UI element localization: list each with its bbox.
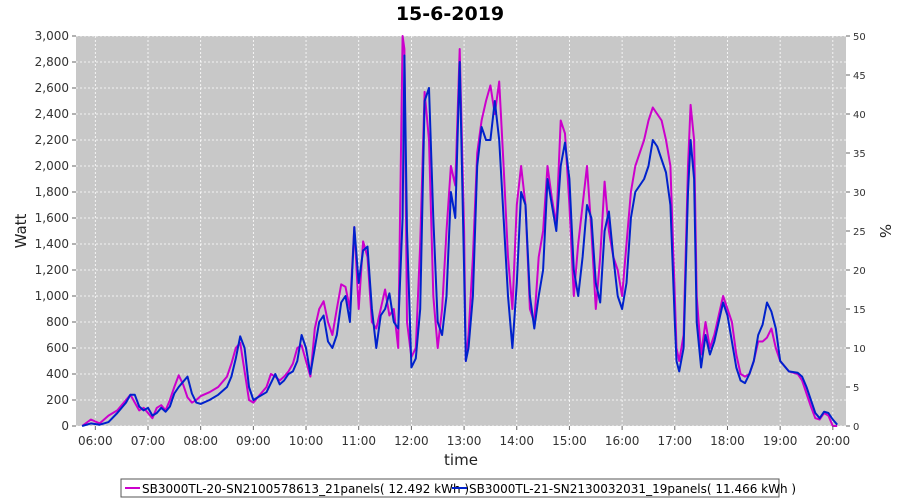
legend-label-2: SB3000TL-21-SN2130032031_19panels( 11.46… (469, 482, 796, 496)
y2-axis-label: % (876, 224, 894, 238)
y-tick-label: 200 (46, 393, 69, 407)
y-tick-label: 2,800 (35, 55, 69, 69)
y2-tick-label: 0 (853, 422, 859, 433)
y-tick-label: 2,600 (35, 81, 69, 95)
x-tick-label: 06:00 (78, 434, 113, 448)
y2-tick-label: 35 (853, 149, 866, 160)
x-axis-ticks: 06:00 07:00 08:00 09:00 10:00 11:00 12:00 13:00… (78, 426, 850, 448)
y2-axis-ticks: 0 5 10 15 20 25 30 35 40 45 50 (846, 32, 866, 433)
y-tick-label: 2,000 (35, 159, 69, 173)
y-tick-label: 2,400 (35, 107, 69, 121)
y-tick-label: 0 (61, 419, 69, 433)
x-tick-label: 13:00 (447, 434, 482, 448)
y2-tick-label: 15 (853, 305, 866, 316)
x-tick-label: 14:00 (499, 434, 534, 448)
y-tick-label: 600 (46, 341, 69, 355)
y-tick-label: 2,200 (35, 133, 69, 147)
x-tick-label: 12:00 (394, 434, 429, 448)
legend-label-1: SB3000TL-20-SN2100578613_21panels( 12.49… (142, 482, 469, 496)
y2-tick-label: 40 (853, 110, 866, 121)
chart-title: 15-6-2019 (395, 3, 505, 25)
x-tick-label: 10:00 (289, 434, 324, 448)
y2-tick-label: 5 (853, 383, 859, 394)
x-tick-label: 09:00 (236, 434, 271, 448)
x-tick-label: 16:00 (605, 434, 640, 448)
y-tick-label: 800 (46, 315, 69, 329)
y2-tick-label: 25 (853, 227, 866, 238)
y2-tick-label: 50 (853, 32, 866, 43)
legend: SB3000TL-20-SN2100578613_21panels( 12.49… (120, 478, 796, 498)
grid-lines (76, 35, 846, 427)
x-tick-label: 17:00 (657, 434, 692, 448)
y-tick-label: 1,000 (35, 289, 69, 303)
y2-tick-label: 30 (853, 188, 866, 199)
series-lines (81, 35, 838, 427)
x-tick-label: 08:00 (183, 434, 218, 448)
y2-tick-label: 45 (853, 71, 866, 82)
y-tick-label: 1,800 (35, 185, 69, 199)
y-tick-label: 1,400 (35, 237, 69, 251)
y-tick-label: 1,200 (35, 263, 69, 277)
y-tick-label: 1,600 (35, 211, 69, 225)
y-tick-label: 400 (46, 367, 69, 381)
x-tick-label: 15:00 (552, 434, 587, 448)
y2-tick-label: 20 (853, 266, 866, 277)
x-tick-label: 11:00 (341, 434, 376, 448)
x-axis-label: time (444, 451, 478, 469)
y2-tick-label: 10 (853, 344, 866, 355)
x-tick-label: 20:00 (816, 434, 851, 448)
legend-box (120, 478, 780, 498)
x-tick-label: 18:00 (710, 434, 745, 448)
x-tick-label: 07:00 (131, 434, 166, 448)
y-tick-label: 3,000 (35, 29, 69, 43)
series-line-2 (81, 54, 838, 427)
y-axis-ticks: 0 200 400 600 800 1,000 1,200 1,400 1,600 1,800 2,… (35, 29, 76, 433)
x-tick-label: 19:00 (763, 434, 798, 448)
y-axis-label: Watt (12, 213, 30, 248)
